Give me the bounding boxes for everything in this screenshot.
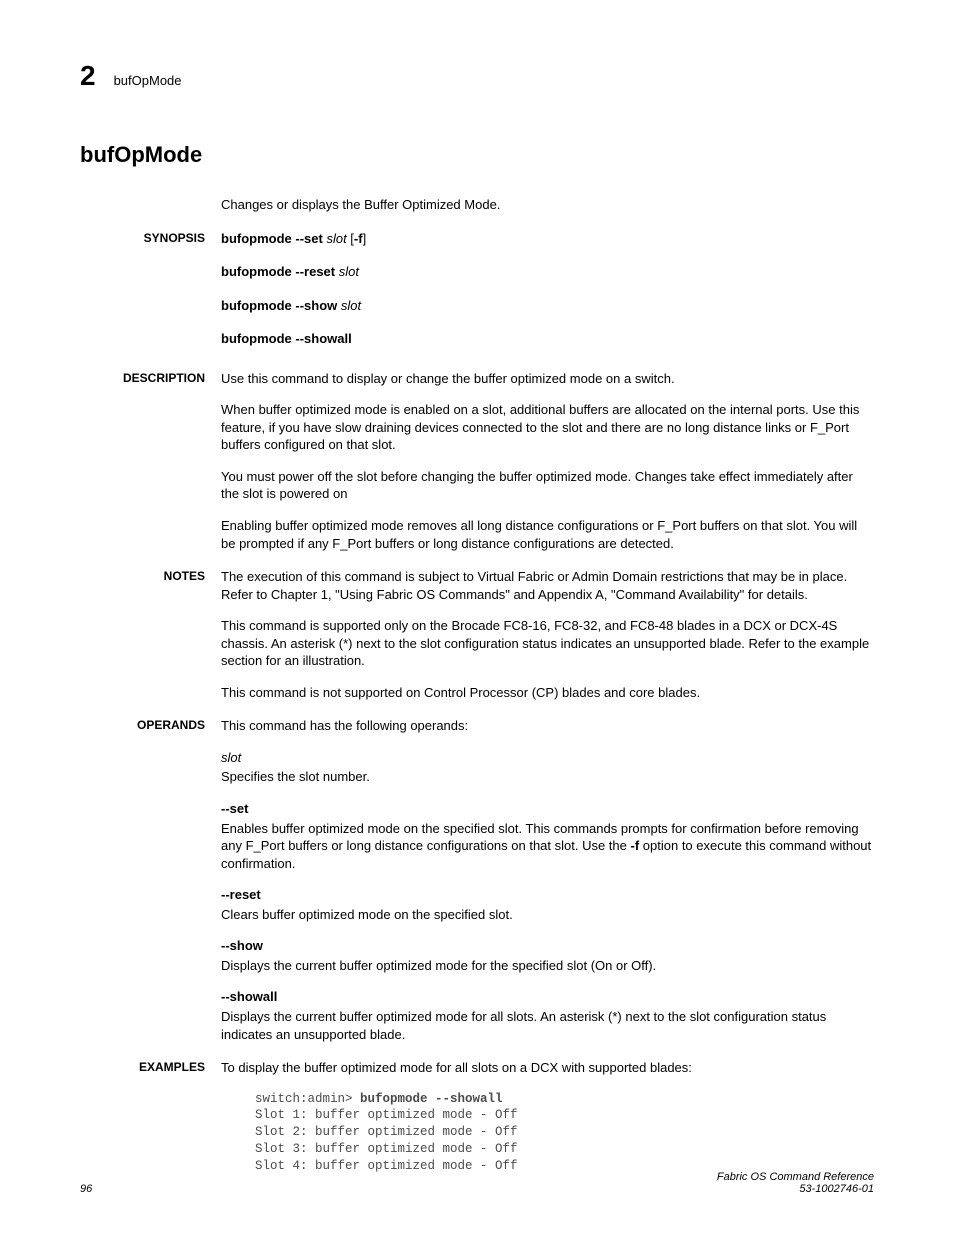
footer-right: Fabric OS Command Reference 53-1002746-0… [717,1171,874,1195]
examples-intro: To display the buffer optimized mode for… [221,1059,874,1077]
operand-desc: Displays the current buffer optimized mo… [221,957,874,975]
summary-section: Changes or displays the Buffer Optimized… [80,196,874,214]
chapter-number: 2 [80,60,96,92]
description-para: When buffer optimized mode is enabled on… [221,401,874,454]
code-line: Slot 1: buffer optimized mode - Off [255,1108,518,1122]
description-para: Enabling buffer optimized mode removes a… [221,517,874,552]
notes-para: The execution of this command is subject… [221,568,874,603]
notes-section: NOTES The execution of this command is s… [80,568,874,701]
operand-desc: Displays the current buffer optimized mo… [221,1008,874,1043]
synopsis-label: SYNOPSIS [80,230,221,348]
notes-para: This command is supported only on the Br… [221,617,874,670]
page-number: 96 [80,1183,92,1195]
running-header: 2 bufOpMode [80,60,874,92]
operand-desc: Clears buffer optimized mode on the spec… [221,906,874,924]
notes-para: This command is not supported on Control… [221,684,874,702]
operand-desc: Specifies the slot number. [221,768,874,786]
summary-body: Changes or displays the Buffer Optimized… [221,196,874,214]
page: 2 bufOpMode bufOpMode Changes or display… [0,0,954,1235]
operands-body: This command has the following operands:… [221,717,874,1043]
notes-label: NOTES [80,568,221,701]
operand-row: slot [221,749,874,767]
operand-term: --show [221,938,263,953]
running-title: bufOpMode [114,73,182,88]
synopsis-body: bufopmode --set slot [-f] bufopmode --re… [221,230,874,348]
code-line: Slot 2: buffer optimized mode - Off [255,1125,518,1139]
examples-section: EXAMPLES To display the buffer optimized… [80,1059,874,1175]
examples-body: To display the buffer optimized mode for… [221,1059,874,1175]
operand-term: --showall [221,989,277,1004]
operands-intro: This command has the following operands: [221,717,874,735]
operand-row: --showall [221,988,874,1006]
operand-row: --set [221,800,874,818]
synopsis-line: bufopmode --showall [221,330,874,348]
operand-desc: Enables buffer optimized mode on the spe… [221,820,874,873]
operands-label: OPERANDS [80,717,221,1043]
code-block: switch:admin> bufopmode --showall Slot 1… [255,1091,874,1175]
description-body: Use this command to display or change th… [221,370,874,552]
operand-row: --show [221,937,874,955]
synopsis-line: bufopmode --show slot [221,297,874,315]
operands-section: OPERANDS This command has the following … [80,717,874,1043]
examples-label: EXAMPLES [80,1059,221,1175]
description-para: You must power off the slot before chang… [221,468,874,503]
page-title: bufOpMode [80,142,874,168]
description-section: DESCRIPTION Use this command to display … [80,370,874,552]
doc-number: 53-1002746-01 [717,1183,874,1195]
doc-title: Fabric OS Command Reference [717,1171,874,1183]
synopsis-section: SYNOPSIS bufopmode --set slot [-f] bufop… [80,230,874,348]
operand-term: --set [221,801,248,816]
summary-text: Changes or displays the Buffer Optimized… [221,196,874,214]
synopsis-line: bufopmode --set slot [-f] [221,230,874,248]
description-label: DESCRIPTION [80,370,221,552]
operand-term: --reset [221,887,261,902]
operand-row: --reset [221,886,874,904]
synopsis-line: bufopmode --reset slot [221,263,874,281]
operand-term: slot [221,750,241,765]
page-footer: 96 Fabric OS Command Reference 53-100274… [80,1171,874,1195]
notes-body: The execution of this command is subject… [221,568,874,701]
summary-label [80,196,221,214]
description-para: Use this command to display or change th… [221,370,874,388]
code-line: Slot 3: buffer optimized mode - Off [255,1142,518,1156]
